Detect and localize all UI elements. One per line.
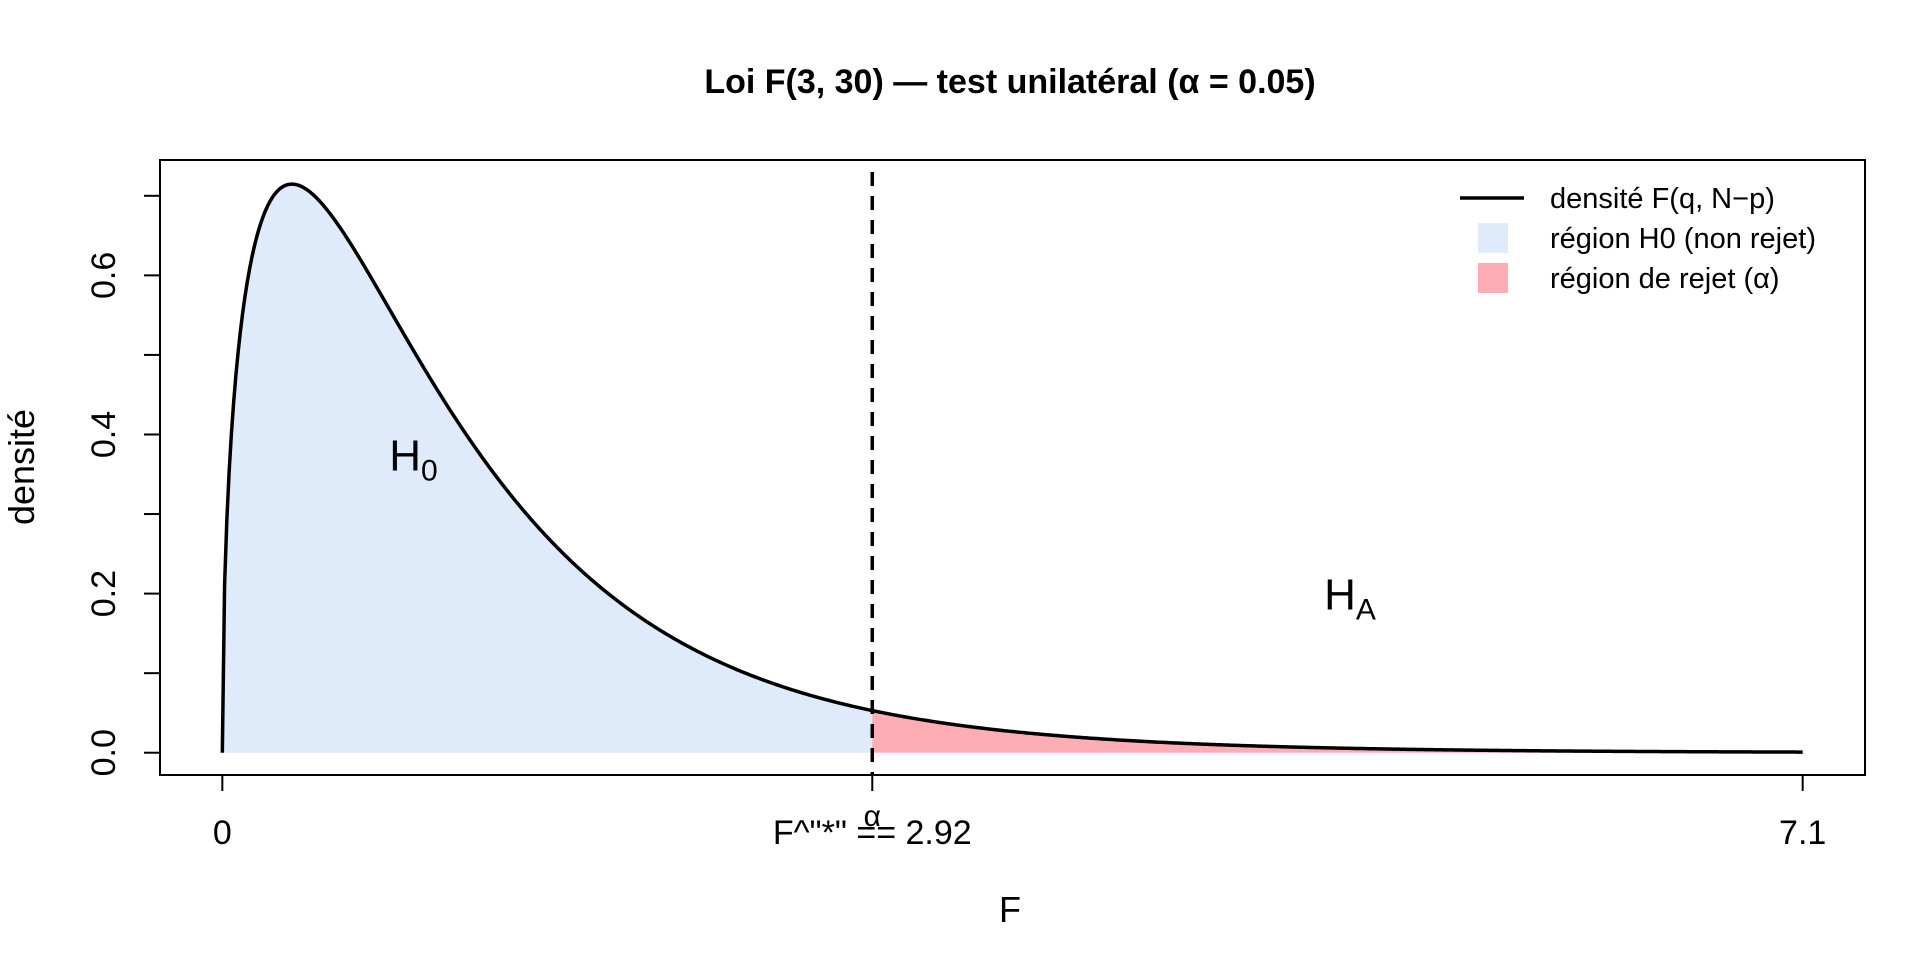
x-axis: 0 F^"*" == 2.92 7.1 α bbox=[213, 774, 1826, 852]
h0-region-fill bbox=[222, 184, 873, 753]
region-label-h0: H0 bbox=[389, 431, 437, 487]
y-tick-label: 0.4 bbox=[85, 411, 123, 458]
critical-alpha-label: α bbox=[864, 800, 881, 833]
legend-fill-swatch bbox=[1478, 263, 1508, 293]
y-axis-label: densité bbox=[1, 409, 42, 525]
y-axis: 0.0 0.2 0.4 0.6 bbox=[85, 194, 161, 776]
y-tick-label: 0.2 bbox=[85, 570, 123, 617]
y-tick-label: 0.6 bbox=[85, 252, 123, 299]
x-axis-label: F bbox=[999, 889, 1021, 930]
legend-item-label: région H0 (non rejet) bbox=[1550, 223, 1816, 255]
rejection-region-fill bbox=[872, 710, 1803, 753]
plot-fills bbox=[222, 184, 1803, 753]
annotations: H0 HA bbox=[389, 431, 1376, 626]
density-curve bbox=[220, 182, 1803, 754]
x-tick-label: 0 bbox=[213, 814, 232, 852]
legend-fill-swatch bbox=[1478, 223, 1508, 253]
plot-lines bbox=[220, 172, 1803, 775]
legend-item-label: densité F(q, N−p) bbox=[1550, 183, 1775, 215]
region-label-ha: HA bbox=[1324, 571, 1376, 627]
x-tick-label: F^"*" == 2.92 bbox=[773, 814, 972, 852]
legend-item-label: région de rejet (α) bbox=[1550, 263, 1780, 295]
legend: densité F(q, N−p) région H0 (non rejet) ré… bbox=[1460, 183, 1816, 295]
y-tick-label: 0.0 bbox=[85, 729, 123, 776]
x-tick-label: 7.1 bbox=[1779, 814, 1826, 852]
chart-title: Loi F(3, 30) — test unilatéral (α = 0.05… bbox=[704, 63, 1315, 101]
